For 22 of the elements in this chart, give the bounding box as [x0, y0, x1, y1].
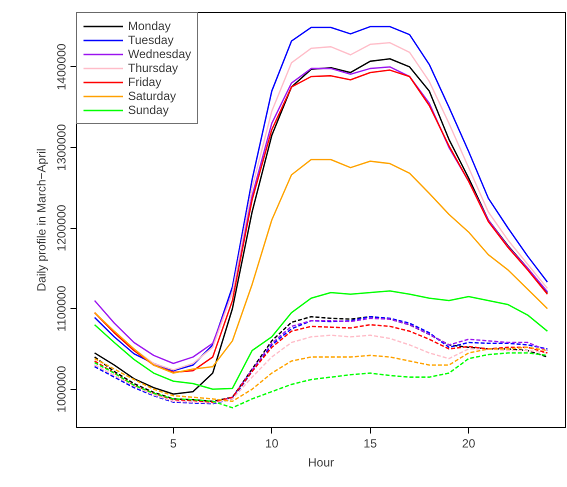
x-tick-label: 5: [170, 436, 178, 450]
line-series: [94, 352, 548, 408]
x-tick-label: 10: [265, 436, 279, 450]
legend-label: Tuesday: [128, 33, 174, 47]
legend-label: Thursday: [128, 61, 178, 75]
line-series: [94, 158, 548, 374]
legend-label: Sunday: [128, 103, 169, 117]
y-tick-label: 1000000: [54, 366, 68, 413]
y-axis-title: Daily profile in March−April: [34, 148, 48, 292]
x-tick-label: 15: [364, 436, 378, 450]
line-series: [94, 346, 548, 402]
x-axis-title: Hour: [308, 456, 334, 470]
x-tick-label: 20: [462, 436, 476, 450]
y-tick-label: 1100000: [54, 285, 68, 332]
y-tick-label: 1400000: [54, 43, 68, 90]
y-tick-label: 1300000: [54, 124, 68, 171]
y-tick-label: 1200000: [54, 204, 68, 252]
line-series: [94, 290, 548, 390]
legend-label: Wednesday: [128, 47, 192, 61]
legend-label: Friday: [128, 75, 162, 89]
legend-label: Saturday: [128, 89, 176, 103]
legend-label: Monday: [128, 19, 171, 33]
